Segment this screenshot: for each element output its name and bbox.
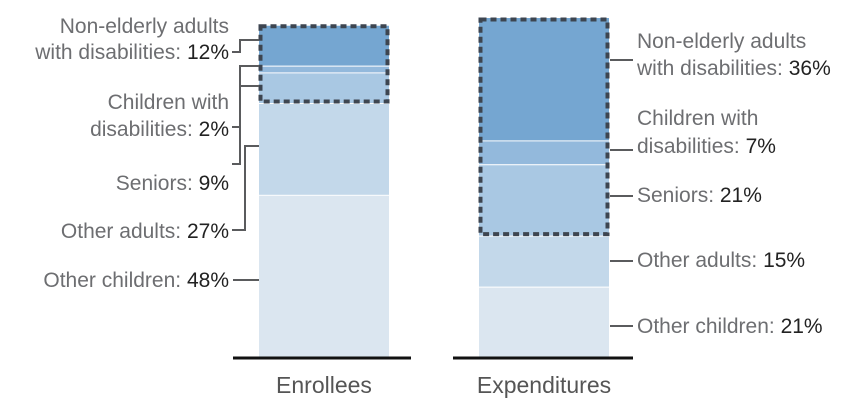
bar-expenditures-other-adults: [479, 235, 609, 287]
label-value: 21%: [720, 184, 762, 207]
label-text: Children with: [108, 91, 229, 114]
leader-line-enrollees-children-disabilities: [232, 65, 259, 128]
bar-expenditures-children-with-disabilities: [479, 140, 609, 165]
label-line: Non-elderly adults: [60, 15, 229, 38]
label-line: Other adults: 27%: [61, 220, 229, 243]
bar-expenditures-seniors: [479, 164, 609, 236]
bar-enrollees-seniors: [259, 72, 389, 103]
label-text: disabilities:: [90, 118, 199, 141]
bar-enrollees-children-with-disabilities: [259, 65, 389, 73]
label-text: Seniors:: [116, 172, 199, 195]
bar-enrollees-non-elderly-adults-with-disabilities: [259, 24, 389, 66]
label-value: 48%: [187, 269, 229, 292]
label-value: 2%: [199, 118, 229, 141]
leader-line-enrollees-non-elderly: [232, 39, 259, 53]
label-text: Other children:: [637, 315, 781, 338]
label-line: with disabilities: 12%: [34, 41, 229, 64]
bar-enrollees-other-adults: [259, 103, 389, 195]
label-line: disabilities: 2%: [90, 118, 229, 141]
labels-layer: Non-elderly adults with disabilities: 12%…: [34, 15, 831, 338]
label-text: with disabilities:: [34, 41, 187, 64]
label-value: 12%: [187, 41, 229, 64]
label-text: with disabilities:: [636, 57, 789, 80]
bar-expenditures-non-elderly-adults-with-disabilities: [479, 18, 609, 141]
label-line: Other children: 21%: [637, 315, 823, 338]
label-text: Non-elderly adults: [637, 30, 806, 53]
label-text: Other adults:: [61, 220, 187, 243]
label-enrollees-children-with-disabilities: Children with disabilities: 2%: [90, 91, 229, 141]
label-value: 21%: [781, 315, 823, 338]
label-line: Other adults: 15%: [637, 249, 805, 272]
label-line: Seniors: 21%: [637, 184, 762, 207]
category-label-expenditures: Expenditures: [477, 372, 611, 398]
label-expenditures-children-with-disabilities: Children with disabilities: 7%: [637, 107, 776, 158]
label-line: Non-elderly adults: [637, 30, 806, 53]
label-line: disabilities: 7%: [637, 135, 776, 158]
label-line: Other children: 48%: [43, 269, 229, 292]
label-enrollees-seniors: Seniors: 9%: [116, 172, 229, 195]
label-value: 7%: [746, 135, 776, 158]
label-value: 9%: [199, 172, 229, 195]
label-line: with disabilities: 36%: [636, 57, 831, 80]
label-text: Other adults:: [637, 249, 763, 272]
label-value: 36%: [789, 57, 831, 80]
label-line: Children with: [637, 107, 758, 130]
bar-expenditures-other-children: [479, 286, 609, 358]
label-expenditures-non-elderly-adults-with-disabilities: Non-elderly adults with disabilities: 36%: [636, 30, 831, 80]
bar-enrollees-other-children: [259, 194, 389, 358]
label-expenditures-other-adults: Other adults: 15%: [637, 249, 805, 272]
label-enrollees-non-elderly-adults-with-disabilities: Non-elderly adults with disabilities: 12%: [34, 15, 229, 64]
label-value: 15%: [763, 249, 805, 272]
leader-line-enrollees-seniors: [232, 85, 259, 165]
label-enrollees-other-children: Other children: 48%: [43, 269, 229, 292]
label-text: Other children:: [43, 269, 187, 292]
label-text: Seniors:: [637, 184, 720, 207]
axis-layer: Enrollees Expenditures: [233, 356, 633, 398]
label-line: Children with: [108, 91, 229, 114]
bars-layer: [258, 17, 610, 358]
label-line: Seniors: 9%: [116, 172, 229, 195]
label-text: Non-elderly adults: [60, 15, 229, 38]
highlight-box-enrollees: [258, 24, 390, 104]
label-text: Children with: [637, 107, 758, 130]
label-expenditures-other-children: Other children: 21%: [637, 315, 823, 338]
label-text: disabilities:: [637, 135, 746, 158]
label-enrollees-other-adults: Other adults: 27%: [61, 220, 229, 243]
highlight-box-expenditures: [478, 17, 610, 237]
leader-line-enrollees-other-adults: [232, 145, 259, 231]
category-label-enrollees: Enrollees: [276, 372, 372, 398]
label-value: 27%: [187, 220, 229, 243]
label-expenditures-seniors: Seniors: 21%: [637, 184, 762, 207]
